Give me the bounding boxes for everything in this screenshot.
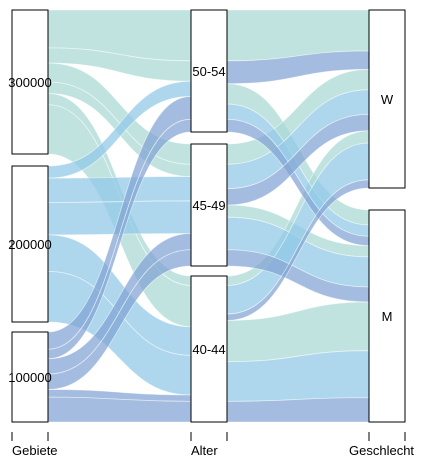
block-label-100000: 100000 xyxy=(8,370,51,385)
block-gebiete-100000 xyxy=(11,331,49,423)
block-alter-40-44 xyxy=(190,275,228,423)
block-label-w: W xyxy=(381,92,394,107)
block-gebiete-200000 xyxy=(11,165,49,323)
block-alter-45-49 xyxy=(190,143,228,267)
block-gebiete-300000 xyxy=(11,9,49,155)
axis-layer: Gebiete Alter Geschlecht xyxy=(11,432,414,458)
strata-layer: 300000 200000 100000 50-54 45-49 40-44 W M xyxy=(8,9,406,423)
axis-label-gebiete: Gebiete xyxy=(12,443,58,458)
flow-100000-40-44-m-segment-1 xyxy=(47,396,192,423)
block-label-300000: 300000 xyxy=(8,75,51,90)
block-label-m: M xyxy=(382,309,393,324)
axis-label-geschlecht: Geschlecht xyxy=(349,443,414,458)
flow-100000-40-44-m-segment-2 xyxy=(226,397,370,423)
block-label-45-49: 45-49 xyxy=(192,198,225,213)
block-alter-50-54 xyxy=(190,9,228,133)
block-geschlecht-w xyxy=(368,9,406,189)
block-label-50-54: 50-54 xyxy=(192,64,225,79)
block-geschlecht-m xyxy=(368,209,406,423)
flow-200000-45-49-w-segment-1 xyxy=(47,176,192,203)
axis-label-alter: Alter xyxy=(191,443,218,458)
block-label-200000: 200000 xyxy=(8,237,51,252)
block-label-40-44: 40-44 xyxy=(192,342,225,357)
flow-layer xyxy=(47,9,370,423)
